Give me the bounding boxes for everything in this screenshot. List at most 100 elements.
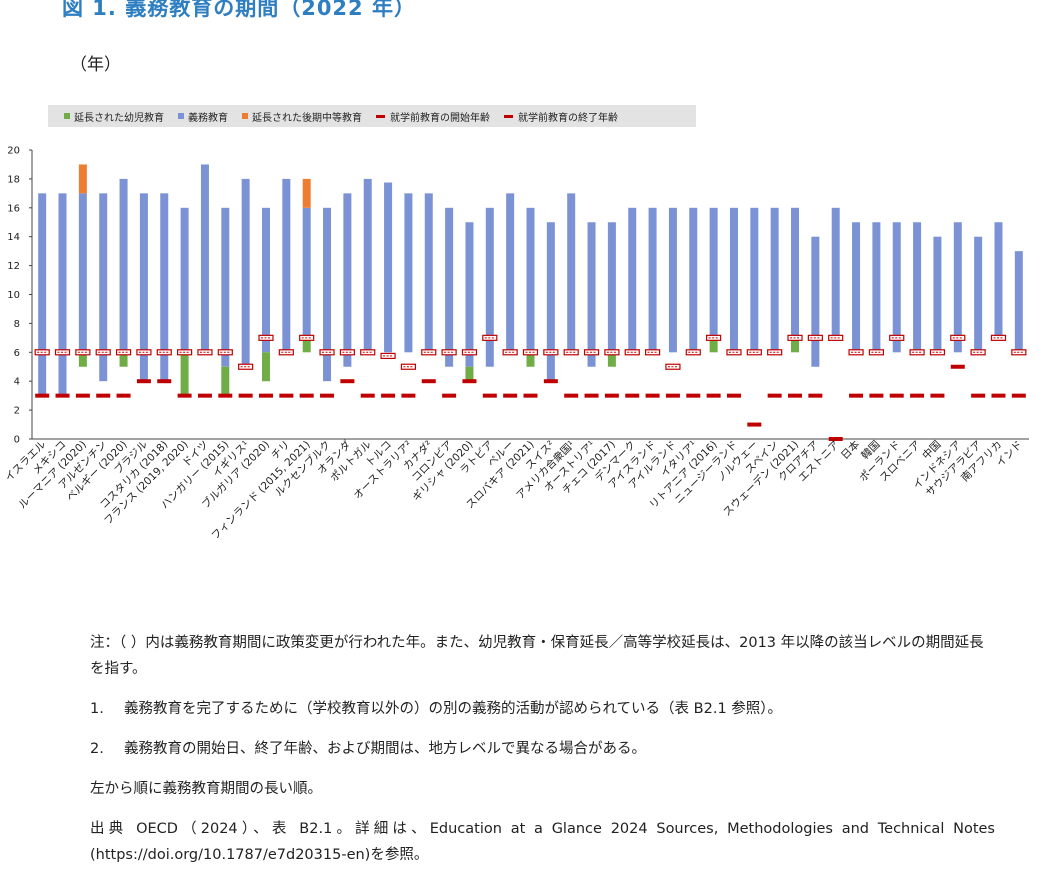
marker-ece-start-39 xyxy=(828,437,843,441)
bar-extended-ece-9 xyxy=(221,366,230,396)
bar-compulsory-14 xyxy=(323,207,332,382)
bar-extended-ece-37 xyxy=(791,337,800,353)
bar-compulsory-7 xyxy=(180,207,189,353)
bar-compulsory-17 xyxy=(384,182,393,353)
bar-extended-upper-2 xyxy=(78,164,87,194)
category-label-40: 日本 xyxy=(838,438,862,462)
legend-label-1: 義務教育 xyxy=(188,112,228,124)
marker-ece-start-35 xyxy=(747,422,762,427)
bar-extended-ece-11 xyxy=(261,352,270,382)
bar-compulsory-5 xyxy=(139,193,148,382)
bar-compulsory-25 xyxy=(546,222,555,382)
marker-ece-start-34 xyxy=(726,393,741,398)
bar-compulsory-26 xyxy=(567,193,576,353)
figure-title: 図 1. 義務教育の期間（2022 年） xyxy=(62,0,416,20)
note-1-text: 義務教育を完了するために（学校教育以外の）の別の義務的活動が認められている（表 … xyxy=(124,701,783,717)
note-1-number: 1. xyxy=(90,701,104,717)
bar-compulsory-32 xyxy=(689,207,698,353)
y-tick-label-9: 18 xyxy=(7,174,20,185)
marker-ece-start-47 xyxy=(991,393,1006,398)
marker-ece-start-9 xyxy=(218,393,233,398)
bar-compulsory-6 xyxy=(160,193,169,382)
bar-compulsory-2 xyxy=(78,193,87,353)
marker-ece-start-15 xyxy=(340,379,355,384)
marker-ece-start-28 xyxy=(604,393,619,398)
bar-compulsory-21 xyxy=(465,222,474,367)
legend-item-1: 義務教育 xyxy=(178,109,228,124)
marker-ece-start-37 xyxy=(788,393,803,398)
marker-ece-start-27 xyxy=(584,393,599,398)
marker-ece-start-11 xyxy=(258,393,273,398)
marker-ece-start-33 xyxy=(706,393,721,398)
bar-compulsory-37 xyxy=(791,207,800,338)
bar-extended-ece-33 xyxy=(709,337,718,353)
bar-compulsory-33 xyxy=(709,207,718,338)
note-order: 左から順に義務教育期間の長い順。 xyxy=(90,781,322,797)
marker-ece-start-29 xyxy=(625,393,640,398)
bar-compulsory-34 xyxy=(729,207,738,353)
marker-ece-start-16 xyxy=(360,393,375,398)
legend-item-0: 延長された幼児教育 xyxy=(64,109,164,124)
legend-swatch-0 xyxy=(64,113,70,119)
bar-compulsory-22 xyxy=(485,207,494,367)
bar-compulsory-0 xyxy=(38,193,47,396)
marker-ece-start-5 xyxy=(136,379,151,384)
note-2-number: 2. xyxy=(90,741,104,757)
marker-ece-start-7 xyxy=(177,393,192,398)
marker-ece-start-32 xyxy=(686,393,701,398)
note-main: 注：（ ）内は義務教育期間に政策変更が行われた年。また、幼児教育・保育延長／高等… xyxy=(90,635,984,677)
y-tick-label-7: 14 xyxy=(7,232,20,243)
bar-extended-upper-13 xyxy=(302,178,311,208)
y-tick-label-5: 10 xyxy=(7,290,20,301)
y-tick-label-3: 6 xyxy=(14,348,20,359)
bar-extended-ece-7 xyxy=(180,352,189,396)
y-tick-label-1: 2 xyxy=(14,406,20,417)
marker-ece-start-0 xyxy=(35,393,50,398)
legend-item-2: 延長された後期中等教育 xyxy=(242,109,362,124)
legend-item-3: 就学前教育の開始年齢 xyxy=(376,109,490,124)
bar-compulsory-43 xyxy=(913,222,922,353)
marker-ece-start-38 xyxy=(808,393,823,398)
marker-ece-start-23 xyxy=(503,393,518,398)
y-tick-label-10: 20 xyxy=(7,146,20,157)
note-source: 出典 OECD（2024）、表 B2.1。詳細は、Education at a … xyxy=(90,821,995,863)
marker-ece-start-13 xyxy=(299,393,314,398)
marker-ece-start-48 xyxy=(1011,393,1026,398)
marker-ece-start-12 xyxy=(279,393,294,398)
bar-compulsory-4 xyxy=(119,178,128,353)
bar-extended-ece-24 xyxy=(526,352,535,367)
y-unit-label: （年） xyxy=(70,55,121,75)
marker-ece-start-24 xyxy=(523,393,538,398)
bar-compulsory-40 xyxy=(852,222,861,353)
marker-ece-start-6 xyxy=(157,379,172,384)
bar-extended-ece-4 xyxy=(119,352,128,367)
marker-ece-start-36 xyxy=(767,393,782,398)
legend-swatch-4 xyxy=(504,114,513,118)
marker-ece-start-31 xyxy=(665,393,680,398)
note-1: 1. 義務教育を完了するために（学校教育以外の）の別の義務的活動が認められている（… xyxy=(90,696,995,722)
y-tick-label-4: 8 xyxy=(14,319,20,330)
legend-label-0: 延長された幼児教育 xyxy=(74,112,164,124)
bar-compulsory-3 xyxy=(99,193,108,382)
marker-ece-start-17 xyxy=(381,393,396,398)
marker-ece-start-21 xyxy=(462,379,477,384)
legend-swatch-2 xyxy=(242,113,248,119)
bar-compulsory-18 xyxy=(404,193,413,353)
bar-compulsory-41 xyxy=(872,222,881,353)
bar-compulsory-47 xyxy=(994,222,1003,338)
legend-swatch-1 xyxy=(178,113,184,119)
y-tick-label-8: 16 xyxy=(7,203,20,214)
marker-ece-start-10 xyxy=(238,393,253,398)
bar-compulsory-45 xyxy=(953,222,962,353)
y-tick-label-6: 12 xyxy=(7,261,20,272)
marker-ece-start-25 xyxy=(543,379,558,384)
bar-compulsory-27 xyxy=(587,222,596,367)
bar-extended-ece-2 xyxy=(78,352,87,367)
marker-ece-start-43 xyxy=(910,393,925,398)
marker-ece-start-41 xyxy=(869,393,884,398)
note-2: 2. 義務教育の開始日、終了年齢、および期間は、地方レベルで異なる場合がある。 xyxy=(90,736,995,762)
bar-compulsory-35 xyxy=(750,207,759,353)
bar-compulsory-9 xyxy=(221,207,230,367)
marker-ece-start-3 xyxy=(96,393,111,398)
bar-compulsory-19 xyxy=(424,193,433,353)
